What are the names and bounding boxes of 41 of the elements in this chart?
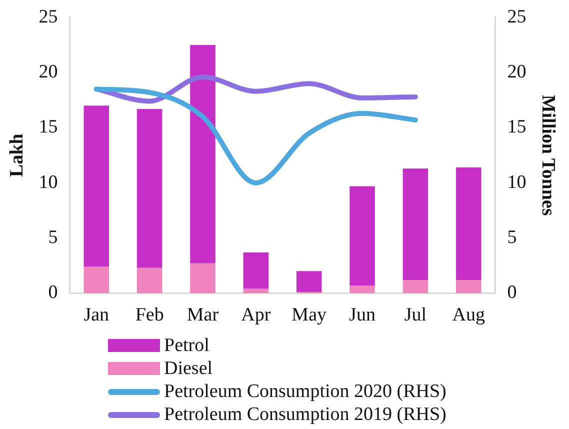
y-tick-label: 10 [38, 172, 58, 193]
y2-tick-label: 25 [507, 6, 526, 28]
y-tick-label: 25 [38, 6, 58, 28]
x-tick-label: Aug [452, 304, 486, 326]
x-tick-label: Apr [241, 304, 272, 326]
y-tick-label: 15 [38, 116, 58, 138]
bar [456, 167, 482, 280]
legend-label: Petroleum Consumption 2020 (RHS) [164, 380, 446, 403]
y2-tick-label: 15 [507, 116, 526, 138]
x-tick-label: Jul [404, 304, 427, 326]
bar [456, 280, 482, 294]
legend-label: Petroleum Consumption 2019 (RHS) [164, 403, 446, 426]
legend-label: Diesel [164, 357, 213, 380]
x-tick-label: Jun [349, 304, 376, 326]
bar [243, 252, 269, 289]
bar [243, 288, 269, 294]
bar [402, 168, 428, 280]
x-tick-label: Mar [186, 304, 220, 326]
bar [296, 271, 322, 292]
bar [350, 285, 375, 294]
y2-tick-label: 0 [507, 282, 517, 304]
y2-tick-label: 10 [507, 172, 526, 193]
y2-tick-label: 20 [507, 62, 526, 83]
bar [190, 44, 216, 264]
x-tick-label: May [292, 304, 327, 326]
y-tick-label: 0 [48, 282, 58, 304]
y-tick-label: 20 [38, 62, 58, 83]
bar [136, 108, 162, 268]
y2-axis-title: Million Tonnes [538, 94, 559, 216]
bar [402, 280, 428, 294]
x-tick-label: Jan [84, 304, 110, 326]
bar [84, 266, 110, 294]
bar [190, 263, 216, 294]
y2-tick-label: 5 [507, 227, 517, 248]
legend-label: Petrol [164, 334, 210, 357]
x-tick-label: Feb [135, 304, 164, 326]
bar [84, 106, 110, 267]
y-tick-label: 5 [48, 227, 58, 248]
y-axis-title: Lakh [6, 133, 28, 177]
bar [350, 186, 375, 286]
bar [136, 268, 162, 294]
